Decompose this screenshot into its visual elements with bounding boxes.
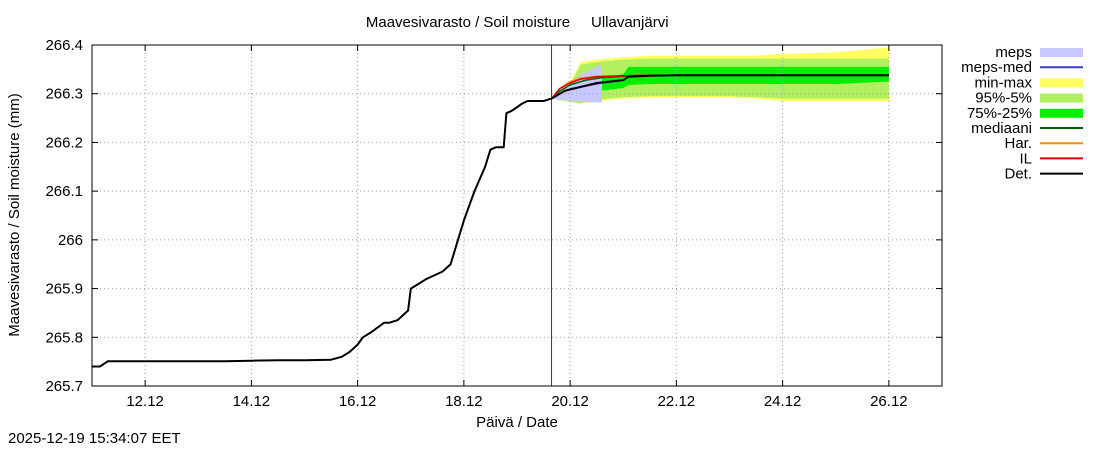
chart-title: Maavesivarasto / Soil moisture	[366, 14, 570, 31]
legend-label: mediaani	[971, 120, 1032, 137]
x-tick-label: 22.12	[658, 393, 696, 410]
legend-label: Det.	[1004, 166, 1032, 183]
legend-swatch	[1040, 93, 1083, 103]
y-tick-label: 266.4	[45, 37, 83, 54]
legend-label: meps	[995, 44, 1032, 61]
y-tick-label: 266.2	[45, 134, 83, 151]
y-tick-label: 266.3	[45, 86, 83, 103]
legend-label: meps-med	[961, 59, 1032, 76]
legend-swatch	[1040, 78, 1083, 88]
series-line-det-	[92, 74, 889, 368]
x-tick-label: 24.12	[764, 393, 802, 410]
y-axis-label: Maavesivarasto / Soil moisture (mm)	[6, 93, 23, 336]
legend-label: Har.	[1004, 135, 1032, 152]
timestamp: 2025-12-19 15:34:07 EET	[8, 430, 181, 447]
y-tick-label: 266	[58, 232, 83, 249]
x-tick-label: 16.12	[339, 393, 377, 410]
legend-swatch	[1040, 48, 1083, 57]
x-tick-label: 18.12	[445, 393, 483, 410]
y-tick-label: 265.7	[45, 378, 83, 395]
x-axis-label: Päivä / Date	[476, 414, 558, 431]
y-tick-label: 266.1	[45, 183, 83, 200]
legend: mepsmeps-medmin-max95%-5%75%-25%mediaani…	[961, 44, 1083, 183]
legend-label: min-max	[974, 74, 1032, 91]
axes: 12.12 14.12 16.12 18.12 20.12 22.12 24.12 26.12…	[45, 37, 943, 410]
legend-label: IL	[1019, 150, 1032, 167]
plot-frame	[91, 44, 943, 387]
x-tick-label: 14.12	[233, 393, 271, 410]
legend-label: 95%-5%	[975, 90, 1032, 107]
y-tick-label: 265.8	[45, 329, 83, 346]
x-tick-label: 12.12	[126, 393, 164, 410]
chart-location: Ullavanjärvi	[591, 14, 669, 31]
x-tick-label: 20.12	[551, 393, 589, 410]
x-tick-label: 26.12	[870, 393, 908, 410]
series-lines	[92, 74, 889, 368]
y-tick-label: 265.9	[45, 281, 83, 298]
legend-swatch	[1040, 108, 1083, 118]
legend-label: 75%-25%	[967, 105, 1032, 122]
